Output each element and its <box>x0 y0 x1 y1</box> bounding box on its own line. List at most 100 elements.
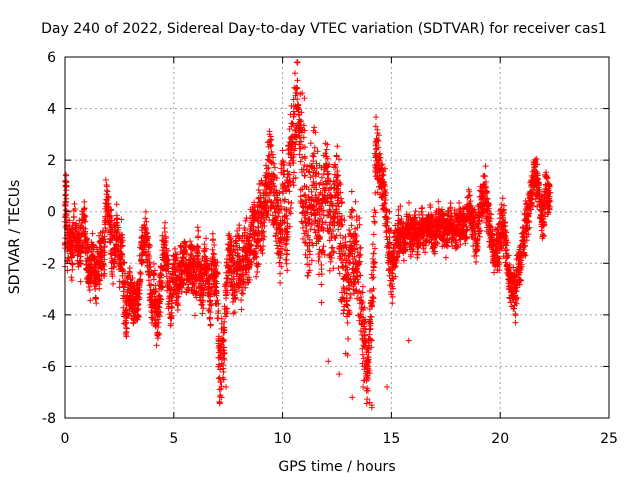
data-point <box>96 285 103 292</box>
data-point <box>400 257 407 264</box>
data-point <box>85 283 92 290</box>
data-point <box>159 232 166 239</box>
data-point <box>83 235 90 242</box>
data-point <box>329 244 336 251</box>
data-point <box>168 284 175 291</box>
data-point <box>315 271 322 278</box>
data-point <box>334 177 341 184</box>
data-point <box>112 256 119 263</box>
data-point <box>323 146 330 153</box>
data-point <box>110 280 117 287</box>
data-point <box>101 249 108 256</box>
data-point <box>121 284 128 291</box>
data-point <box>369 275 376 282</box>
data-point <box>238 297 245 304</box>
data-point <box>171 246 178 253</box>
data-point <box>110 263 117 270</box>
data-point <box>152 288 159 295</box>
data-point <box>87 297 94 304</box>
data-point <box>146 241 153 248</box>
data-point <box>136 313 143 320</box>
data-point <box>180 255 187 262</box>
data-point <box>137 276 144 283</box>
data-point <box>173 254 180 261</box>
data-point <box>366 331 373 338</box>
data-point <box>194 224 201 231</box>
data-point <box>66 223 73 230</box>
data-point <box>121 270 128 277</box>
data-point <box>107 207 114 214</box>
data-point <box>75 263 82 270</box>
data-point <box>123 329 130 336</box>
data-point <box>260 236 267 243</box>
data-point <box>118 216 125 223</box>
data-point <box>473 259 480 265</box>
data-point <box>101 270 108 277</box>
data-point <box>307 226 314 233</box>
data-point <box>188 252 195 259</box>
data-point <box>308 257 315 264</box>
data-point <box>254 268 261 275</box>
data-point <box>290 182 297 189</box>
data-point <box>105 193 112 200</box>
data-point <box>366 326 373 333</box>
data-point <box>175 293 182 300</box>
data-point <box>72 205 79 212</box>
data-point <box>142 208 149 215</box>
data-point <box>143 218 150 225</box>
data-point <box>156 292 163 299</box>
data-point <box>171 263 178 270</box>
data-point <box>155 324 162 331</box>
data-point <box>371 219 378 226</box>
data-point <box>151 267 158 274</box>
data-point <box>69 266 76 273</box>
data-point <box>288 199 295 206</box>
data-point <box>101 233 108 240</box>
data-point <box>369 294 376 301</box>
data-point <box>97 277 104 284</box>
data-point <box>89 241 96 248</box>
data-point <box>372 123 379 130</box>
data-point <box>276 259 283 266</box>
data-point <box>120 278 127 285</box>
data-point <box>161 224 168 231</box>
data-point <box>373 114 380 121</box>
data-point <box>84 241 91 248</box>
data-point <box>169 304 176 311</box>
data-point <box>168 312 175 319</box>
data-point <box>320 243 327 250</box>
data-point <box>92 295 99 302</box>
data-point <box>512 312 519 319</box>
data-point <box>283 240 290 247</box>
data-point <box>161 219 168 226</box>
data-point <box>103 187 110 194</box>
data-point <box>151 270 158 277</box>
data-point <box>195 227 202 234</box>
data-point <box>115 226 122 233</box>
data-point <box>103 181 110 188</box>
data-point <box>119 242 126 249</box>
data-point <box>172 299 179 306</box>
data-point <box>347 291 354 298</box>
data-point <box>70 214 77 221</box>
data-point <box>165 301 172 308</box>
data-point <box>277 279 284 286</box>
data-point <box>95 277 102 284</box>
data-point <box>192 312 199 319</box>
data-point <box>307 140 314 147</box>
data-point <box>297 193 304 200</box>
data-point <box>195 234 202 241</box>
data-point <box>78 260 85 267</box>
data-point <box>294 59 301 66</box>
data-point <box>94 268 101 275</box>
data-point <box>159 266 166 273</box>
data-point <box>62 207 69 214</box>
data-point <box>126 265 133 272</box>
data-point <box>146 255 153 262</box>
data-point <box>114 215 121 222</box>
data-point <box>279 158 286 165</box>
data-point <box>311 144 318 151</box>
data-point <box>255 186 262 193</box>
data-point <box>482 163 489 170</box>
data-point <box>128 279 135 286</box>
